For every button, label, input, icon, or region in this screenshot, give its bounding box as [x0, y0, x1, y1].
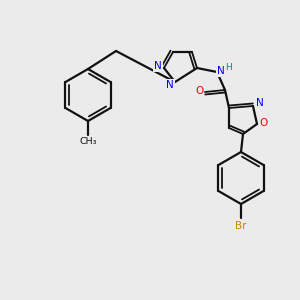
Text: Br: Br — [235, 221, 247, 231]
Text: O: O — [195, 86, 203, 96]
Text: N: N — [217, 66, 225, 76]
Text: H: H — [226, 64, 232, 73]
Text: O: O — [260, 118, 268, 128]
Text: N: N — [256, 98, 264, 108]
Text: N: N — [166, 80, 174, 90]
Text: N: N — [154, 61, 162, 71]
Text: CH₃: CH₃ — [79, 137, 97, 146]
